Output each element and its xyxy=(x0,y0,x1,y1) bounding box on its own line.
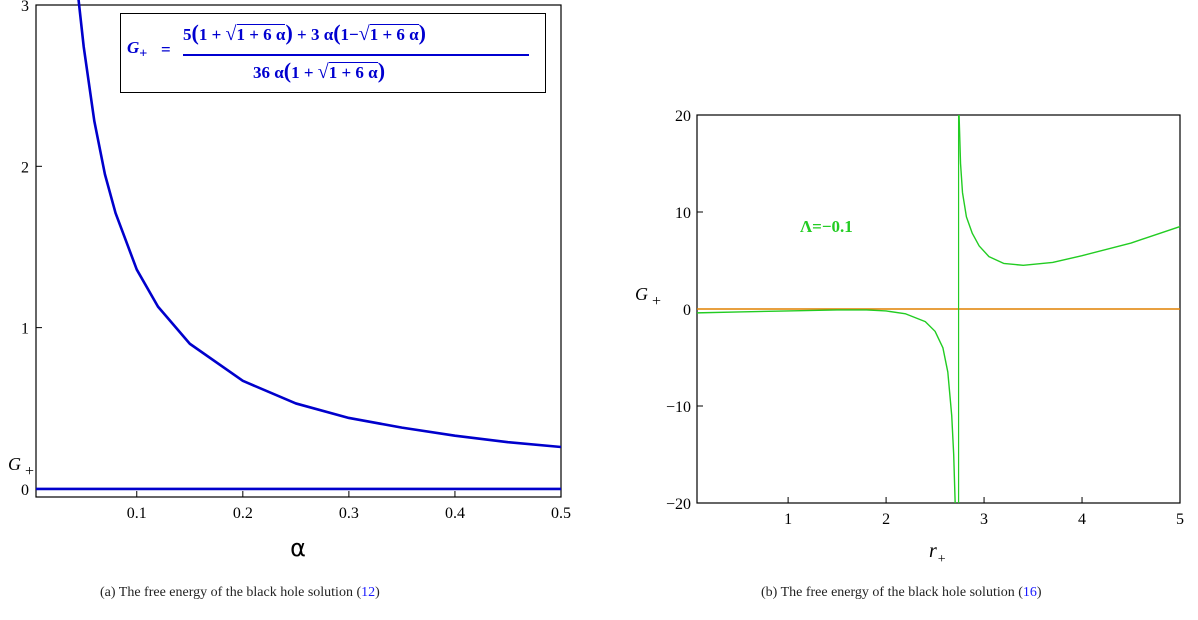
caption-a-ref[interactable]: 12 xyxy=(361,585,376,600)
caption-b: (b) The free energy of the black hole so… xyxy=(761,585,1042,600)
panel-b-series-right-branch xyxy=(958,114,1181,267)
panel-b-y-label: G + xyxy=(635,284,661,310)
panel-a-series-curve xyxy=(77,0,562,449)
panel-a-formula-box: G+ = 5(1 + √1 + 6 α) + 3 α(1−√1 + 6 α) 3… xyxy=(120,13,546,93)
panel-a-y-label: G + xyxy=(8,454,34,480)
panel-b-x-tick-label: 2 xyxy=(882,511,890,528)
panel-b-y-tick-label: 0 xyxy=(683,302,691,319)
panel-b-x-tick-label: 3 xyxy=(980,511,988,528)
caption-b-ref[interactable]: 16 xyxy=(1022,585,1037,600)
formula-numerator: 5(1 + √1 + 6 α) + 3 α(1−√1 + 6 α) xyxy=(183,20,426,45)
formula-lhs: G+ xyxy=(127,38,148,62)
panel-b-series-left-branch xyxy=(696,309,956,504)
panel-a-chart: 0.1 0.2 0.3 0.4 0.5 0 1 2 3 G + α xyxy=(8,0,571,562)
panel-a-x-tick-label: 0.5 xyxy=(551,505,571,522)
formula-equals: = xyxy=(161,40,171,59)
panel-a-y-tick-label: 3 xyxy=(21,0,29,15)
panel-a-plot-frame xyxy=(35,4,562,498)
panel-a-y-tick-label: 1 xyxy=(21,321,29,338)
panel-b-x-label: r+ xyxy=(929,540,946,567)
panel-b-x-tick-label: 1 xyxy=(784,511,792,528)
panel-b-y-tick-label: −10 xyxy=(666,399,691,416)
panel-b-y-tick-label: 10 xyxy=(675,205,691,222)
panel-b-x-tick-label: 5 xyxy=(1176,511,1184,528)
panel-b-x-tick-label: 4 xyxy=(1078,511,1086,528)
formula-denominator: 36 α(1 + √1 + 6 α) xyxy=(253,58,386,83)
panel-b-chart: 1 2 3 4 5 −20 −10 0 10 20 Λ=−0.1 G + r+ xyxy=(635,108,1184,567)
formula-fraction-bar xyxy=(183,54,529,56)
panel-a-x-tick-label: 0.2 xyxy=(233,505,253,522)
caption-a: (a) The free energy of the black hole so… xyxy=(100,585,380,600)
panel-a-y-tick-label: 0 xyxy=(21,482,29,499)
panel-b-y-tick-label: −20 xyxy=(666,496,691,513)
panel-b-annotation: Λ=−0.1 xyxy=(800,217,853,236)
panel-a-x-tick-label: 0.4 xyxy=(445,505,465,522)
panel-b-y-tick-label: 20 xyxy=(675,108,691,125)
panel-a-x-tick-label: 0.1 xyxy=(127,505,147,522)
panel-a-y-tick-label: 2 xyxy=(21,159,29,176)
panel-a-x-tick-label: 0.3 xyxy=(339,505,359,522)
panel-a-x-label: α xyxy=(290,534,306,562)
